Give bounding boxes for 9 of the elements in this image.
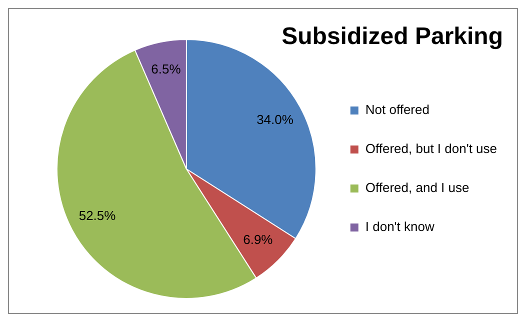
data-label: 52.5% <box>78 208 116 224</box>
data-label: 6.9% <box>243 232 274 247</box>
legend-label: I don't know <box>365 219 435 234</box>
chart-title: Subsidized Parking <box>282 23 503 51</box>
legend-label: Not offered <box>365 102 430 118</box>
legend-label: Offered, and I use <box>365 180 470 196</box>
data-label: 34.0% <box>256 112 294 128</box>
legend-label: Offered, but I don't use <box>365 141 498 156</box>
data-label: 6.5% <box>151 62 182 77</box>
